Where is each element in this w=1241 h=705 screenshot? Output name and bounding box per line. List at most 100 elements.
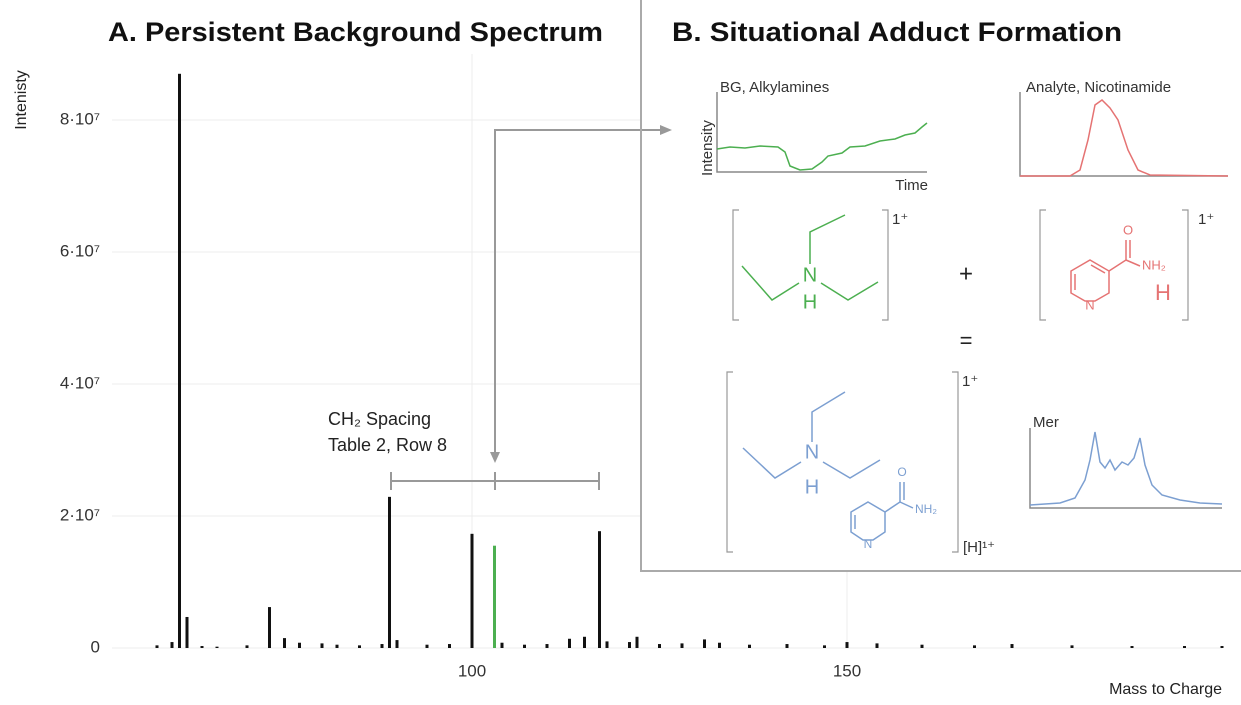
bar (170, 642, 174, 648)
bar (680, 643, 684, 648)
bar (628, 642, 631, 648)
x-tick-label: 100 (458, 661, 486, 680)
ring (850, 501, 886, 541)
trace-label: Analyte, Nicotinamide (1026, 79, 1171, 96)
atom: NH₂ (915, 502, 937, 516)
bar (1130, 646, 1134, 648)
bar (748, 644, 751, 648)
bar (845, 642, 849, 648)
bar (545, 644, 549, 648)
plus: + (959, 260, 973, 287)
bar (785, 644, 789, 648)
bar (920, 644, 924, 648)
trace-line (1020, 99, 1229, 177)
bracket (882, 209, 889, 321)
bar (523, 644, 526, 648)
bar (493, 545, 496, 648)
bar (245, 645, 249, 648)
atom: NH₂ (1142, 257, 1166, 272)
arrow-head (660, 125, 672, 135)
bar (320, 643, 324, 648)
bar (718, 642, 721, 648)
bar (283, 638, 286, 648)
ring (1070, 259, 1110, 302)
trace-label: BG, Alkylamines (720, 79, 829, 96)
bar (268, 607, 271, 648)
trace-axis (1029, 428, 1222, 509)
bond (899, 501, 914, 509)
arrow-line (494, 129, 662, 455)
nicotinamide (1070, 240, 1141, 302)
bar (973, 645, 976, 648)
y-tick-label: 4·10⁷ (60, 373, 100, 392)
atom: N (1085, 297, 1094, 312)
bar (298, 642, 301, 648)
y-tick-label: 8·10⁷ (60, 109, 100, 128)
atom: N (864, 537, 873, 551)
atom: H (805, 476, 819, 498)
bond (742, 447, 802, 479)
bar (605, 641, 609, 648)
atom: O (1123, 222, 1133, 237)
bracket (726, 371, 733, 553)
arrow-head (490, 452, 500, 463)
bar (448, 644, 451, 648)
trace-x-label: Time (895, 177, 928, 194)
bond (811, 391, 846, 442)
bar (500, 642, 504, 648)
bracket (952, 371, 959, 553)
trace-label: Mer (1033, 414, 1059, 431)
panel-frame (640, 0, 1241, 572)
bar (380, 644, 384, 648)
y-tick-label: 2·10⁷ (60, 505, 100, 524)
trace-y-label: Intensity (699, 120, 716, 176)
annotation: CH₂ Spacing (328, 409, 431, 429)
bar (178, 73, 181, 649)
bar (583, 636, 586, 648)
bracket (1182, 209, 1189, 321)
bond (820, 281, 879, 301)
atom: N (803, 264, 817, 286)
chart-title: A. Persistent Background Spectrum (108, 17, 603, 47)
bar (185, 616, 189, 648)
x-tick-label: 150 (833, 661, 861, 680)
y-tick-label: 6·10⁷ (60, 241, 100, 260)
panel-title: B. Situational Adduct Formation (672, 17, 1122, 47)
bar (395, 640, 399, 648)
bar (200, 646, 204, 648)
bar (703, 639, 706, 648)
bar (658, 644, 661, 648)
charge: 1⁺ (1198, 211, 1214, 228)
trace-axis (716, 92, 927, 173)
atom: O (897, 465, 906, 479)
bar (358, 645, 361, 648)
bars (155, 73, 1224, 649)
bar (155, 645, 159, 648)
trace-line (716, 122, 928, 171)
spacing-bracket (390, 129, 662, 490)
bar (1220, 646, 1224, 648)
bar (598, 531, 601, 648)
triethylamine (741, 214, 879, 301)
bond (741, 265, 800, 301)
equals: = (960, 328, 973, 353)
bar (875, 643, 879, 648)
brackets (726, 209, 1189, 553)
bond (1090, 264, 1106, 274)
bond (1125, 259, 1141, 267)
bar (470, 533, 474, 648)
atom: H (1155, 280, 1171, 305)
bond (809, 214, 846, 264)
bar (335, 644, 339, 648)
bracket (1039, 209, 1046, 321)
charge: 1⁺ (962, 373, 978, 390)
atom: H (803, 291, 817, 313)
bar (1183, 646, 1186, 648)
bar (1070, 645, 1074, 648)
panel-b: B. Situational Adduct Formation BG, Alky… (640, 0, 1241, 572)
bond (822, 459, 881, 479)
bar (215, 646, 219, 648)
x-axis-label: Mass to Charge (1109, 681, 1222, 698)
trace-line (1029, 431, 1223, 506)
